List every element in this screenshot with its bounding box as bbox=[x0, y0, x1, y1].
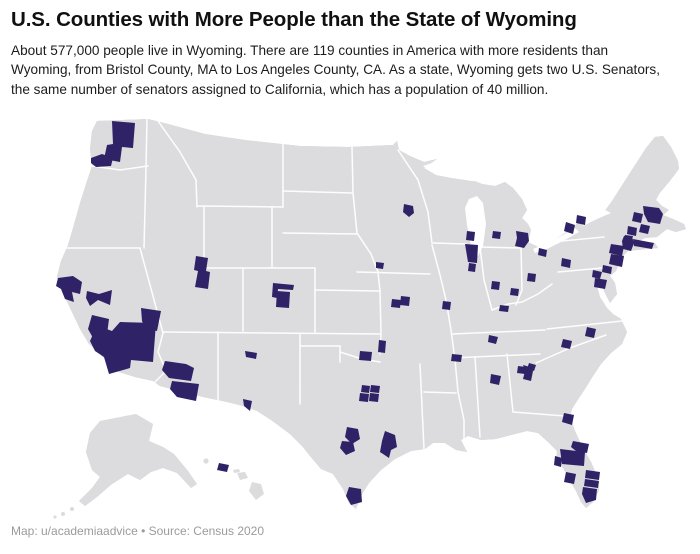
county-seattle-king-pierce-snohomish bbox=[104, 121, 135, 162]
aleutian-island-1 bbox=[70, 507, 74, 511]
county-kansas-city-jackson bbox=[400, 296, 410, 306]
county-palm-beach bbox=[585, 470, 600, 480]
county-dfw-denton bbox=[361, 385, 370, 393]
county-memphis-shelby bbox=[451, 354, 462, 362]
county-long-island-nassau-suffolk bbox=[633, 239, 654, 249]
county-dfw-tarrant bbox=[359, 393, 369, 402]
county-chicago-will bbox=[468, 263, 476, 272]
great-lakes-layer bbox=[423, 161, 611, 256]
county-nashville-davidson bbox=[488, 335, 498, 344]
lake-michigan bbox=[465, 196, 486, 256]
aleutian-island-2 bbox=[61, 512, 65, 516]
kauai-island bbox=[203, 458, 209, 464]
county-atlanta-cobb bbox=[517, 366, 526, 374]
lake-superior bbox=[423, 161, 488, 182]
county-nyc-boroughs-westchester bbox=[622, 236, 634, 251]
county-montgomery-md bbox=[592, 270, 602, 279]
county-tucson-pima bbox=[170, 381, 199, 401]
county-rochester-monroe bbox=[576, 215, 586, 225]
county-tampa-hillsborough-polk bbox=[560, 449, 585, 466]
county-raleigh-wake bbox=[585, 327, 596, 338]
county-chicago-cook-dupage bbox=[465, 244, 478, 263]
county-hartford bbox=[627, 226, 637, 236]
county-portland-multnomah-washington bbox=[91, 154, 113, 167]
highlighted-counties-layer bbox=[56, 121, 663, 505]
county-omaha-douglas bbox=[376, 262, 384, 269]
county-dc-fairfax-prince-georges bbox=[594, 278, 607, 289]
county-broward bbox=[584, 479, 599, 488]
county-honolulu-oahu bbox=[217, 463, 229, 472]
header: U.S. Counties with More People than the … bbox=[11, 8, 689, 99]
county-boston-middlesex-suffolk-essex bbox=[643, 206, 663, 224]
county-pittsburgh-allegheny bbox=[561, 258, 571, 268]
lake-erie bbox=[533, 228, 579, 253]
county-north-jersey bbox=[609, 244, 624, 256]
county-baltimore bbox=[602, 265, 612, 274]
county-dfw-collin bbox=[370, 385, 380, 393]
county-philadelphia-metro bbox=[609, 254, 624, 267]
county-providence-bristol bbox=[639, 224, 650, 234]
county-tulsa bbox=[378, 340, 386, 353]
county-phoenix-maricopa bbox=[162, 361, 194, 381]
maui-island bbox=[237, 472, 248, 480]
county-louisville-jefferson bbox=[499, 305, 509, 312]
county-pinellas bbox=[554, 456, 562, 467]
county-albuquerque-bernalillo bbox=[245, 351, 257, 359]
county-socal-la-sb-riverside-sd bbox=[90, 322, 156, 374]
county-austin-travis bbox=[345, 427, 360, 444]
county-cleveland-cuyahoga bbox=[538, 248, 547, 257]
footer-credit: Map: u/academiaadvice • Source: Census 2… bbox=[11, 524, 265, 538]
county-el-paso-tx bbox=[243, 399, 252, 411]
county-charlotte-mecklenburg bbox=[561, 339, 572, 349]
county-columbus-franklin bbox=[527, 273, 536, 282]
county-atlanta-fulton-dekalb bbox=[523, 365, 533, 381]
county-sacramento-san-joaquin bbox=[86, 290, 112, 306]
county-rio-grande-valley-hidalgo-cameron bbox=[346, 487, 362, 505]
county-indianapolis-marion bbox=[491, 281, 500, 290]
county-birmingham-jefferson-al bbox=[490, 374, 501, 385]
big-island bbox=[249, 482, 264, 500]
county-sf-bay-area bbox=[56, 276, 82, 302]
county-st-louis bbox=[442, 301, 451, 310]
alaska-landmass bbox=[53, 414, 197, 519]
county-denver-metro-north bbox=[272, 283, 294, 298]
county-oklahoma-city bbox=[359, 351, 372, 361]
county-grand-rapids-kent bbox=[492, 231, 501, 239]
page-title: U.S. Counties with More People than the … bbox=[11, 8, 577, 31]
county-jacksonville-duval bbox=[562, 413, 574, 425]
lower48-landmass bbox=[57, 119, 686, 509]
county-denver-el-paso-co bbox=[276, 291, 290, 308]
county-miami-dade bbox=[582, 487, 597, 503]
county-buffalo-erie bbox=[564, 222, 575, 234]
county-worcester bbox=[632, 212, 643, 223]
molokai-island bbox=[233, 469, 240, 473]
county-fort-myers-lee bbox=[564, 472, 576, 484]
county-houston-harris-metro bbox=[380, 431, 397, 458]
county-orlando-orange-seminole bbox=[571, 441, 589, 453]
county-salt-lake-utah-county bbox=[194, 256, 210, 289]
county-cincinnati-hamilton bbox=[510, 288, 519, 296]
county-dfw-dallas bbox=[369, 393, 379, 402]
county-kansas-city-johnson bbox=[391, 299, 401, 308]
hawaii-landmass bbox=[203, 458, 264, 500]
county-detroit-wayne-oakland-macomb bbox=[515, 231, 529, 248]
county-san-antonio-bexar bbox=[340, 441, 355, 455]
county-minneapolis-hennepin-ramsey bbox=[403, 204, 414, 217]
lake-ontario bbox=[580, 210, 611, 226]
alaska-county-grid bbox=[79, 414, 197, 506]
page-subtitle: About 577,000 people live in Wyoming. Th… bbox=[11, 43, 660, 97]
aleutian-island-3 bbox=[53, 515, 57, 519]
county-milwaukee bbox=[466, 231, 475, 241]
